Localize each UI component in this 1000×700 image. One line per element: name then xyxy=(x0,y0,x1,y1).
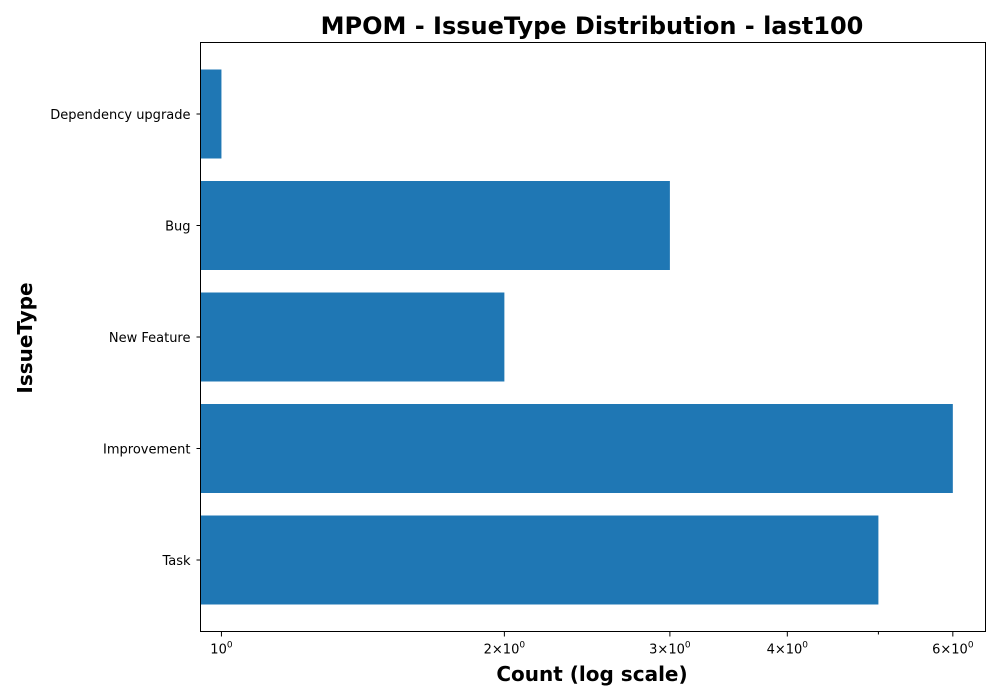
y-tick-label: Bug xyxy=(165,220,190,235)
x-tick-label: 100 xyxy=(210,641,233,658)
bar-new-feature xyxy=(200,292,505,382)
x-tick-label: 4×100 xyxy=(767,641,809,658)
bar-bug xyxy=(200,181,670,270)
bar-improvement xyxy=(200,404,953,493)
bar-dependency-upgrade xyxy=(200,69,222,159)
x-tick-label: 3×100 xyxy=(649,641,691,658)
y-tick-label: Task xyxy=(161,554,191,569)
bar-task xyxy=(200,515,879,605)
y-tick-label: Improvement xyxy=(103,443,190,458)
chart-title: MPOM - IssueType Distribution - last100 xyxy=(321,12,864,40)
x-tick-label: 2×100 xyxy=(484,641,526,658)
bars-group xyxy=(200,69,953,605)
y-axis-label: IssueType xyxy=(13,282,37,393)
y-tick-label: Dependency upgrade xyxy=(50,108,190,123)
y-tick-label: New Feature xyxy=(109,331,191,346)
y-axis: Task Improvement New Feature Bug Dependency … xyxy=(50,108,201,569)
x-axis: 100 2×100 3×100 4×100 6×100 xyxy=(210,631,974,658)
x-tick-label: 6×100 xyxy=(932,641,974,658)
x-axis-label: Count (log scale) xyxy=(496,662,687,686)
